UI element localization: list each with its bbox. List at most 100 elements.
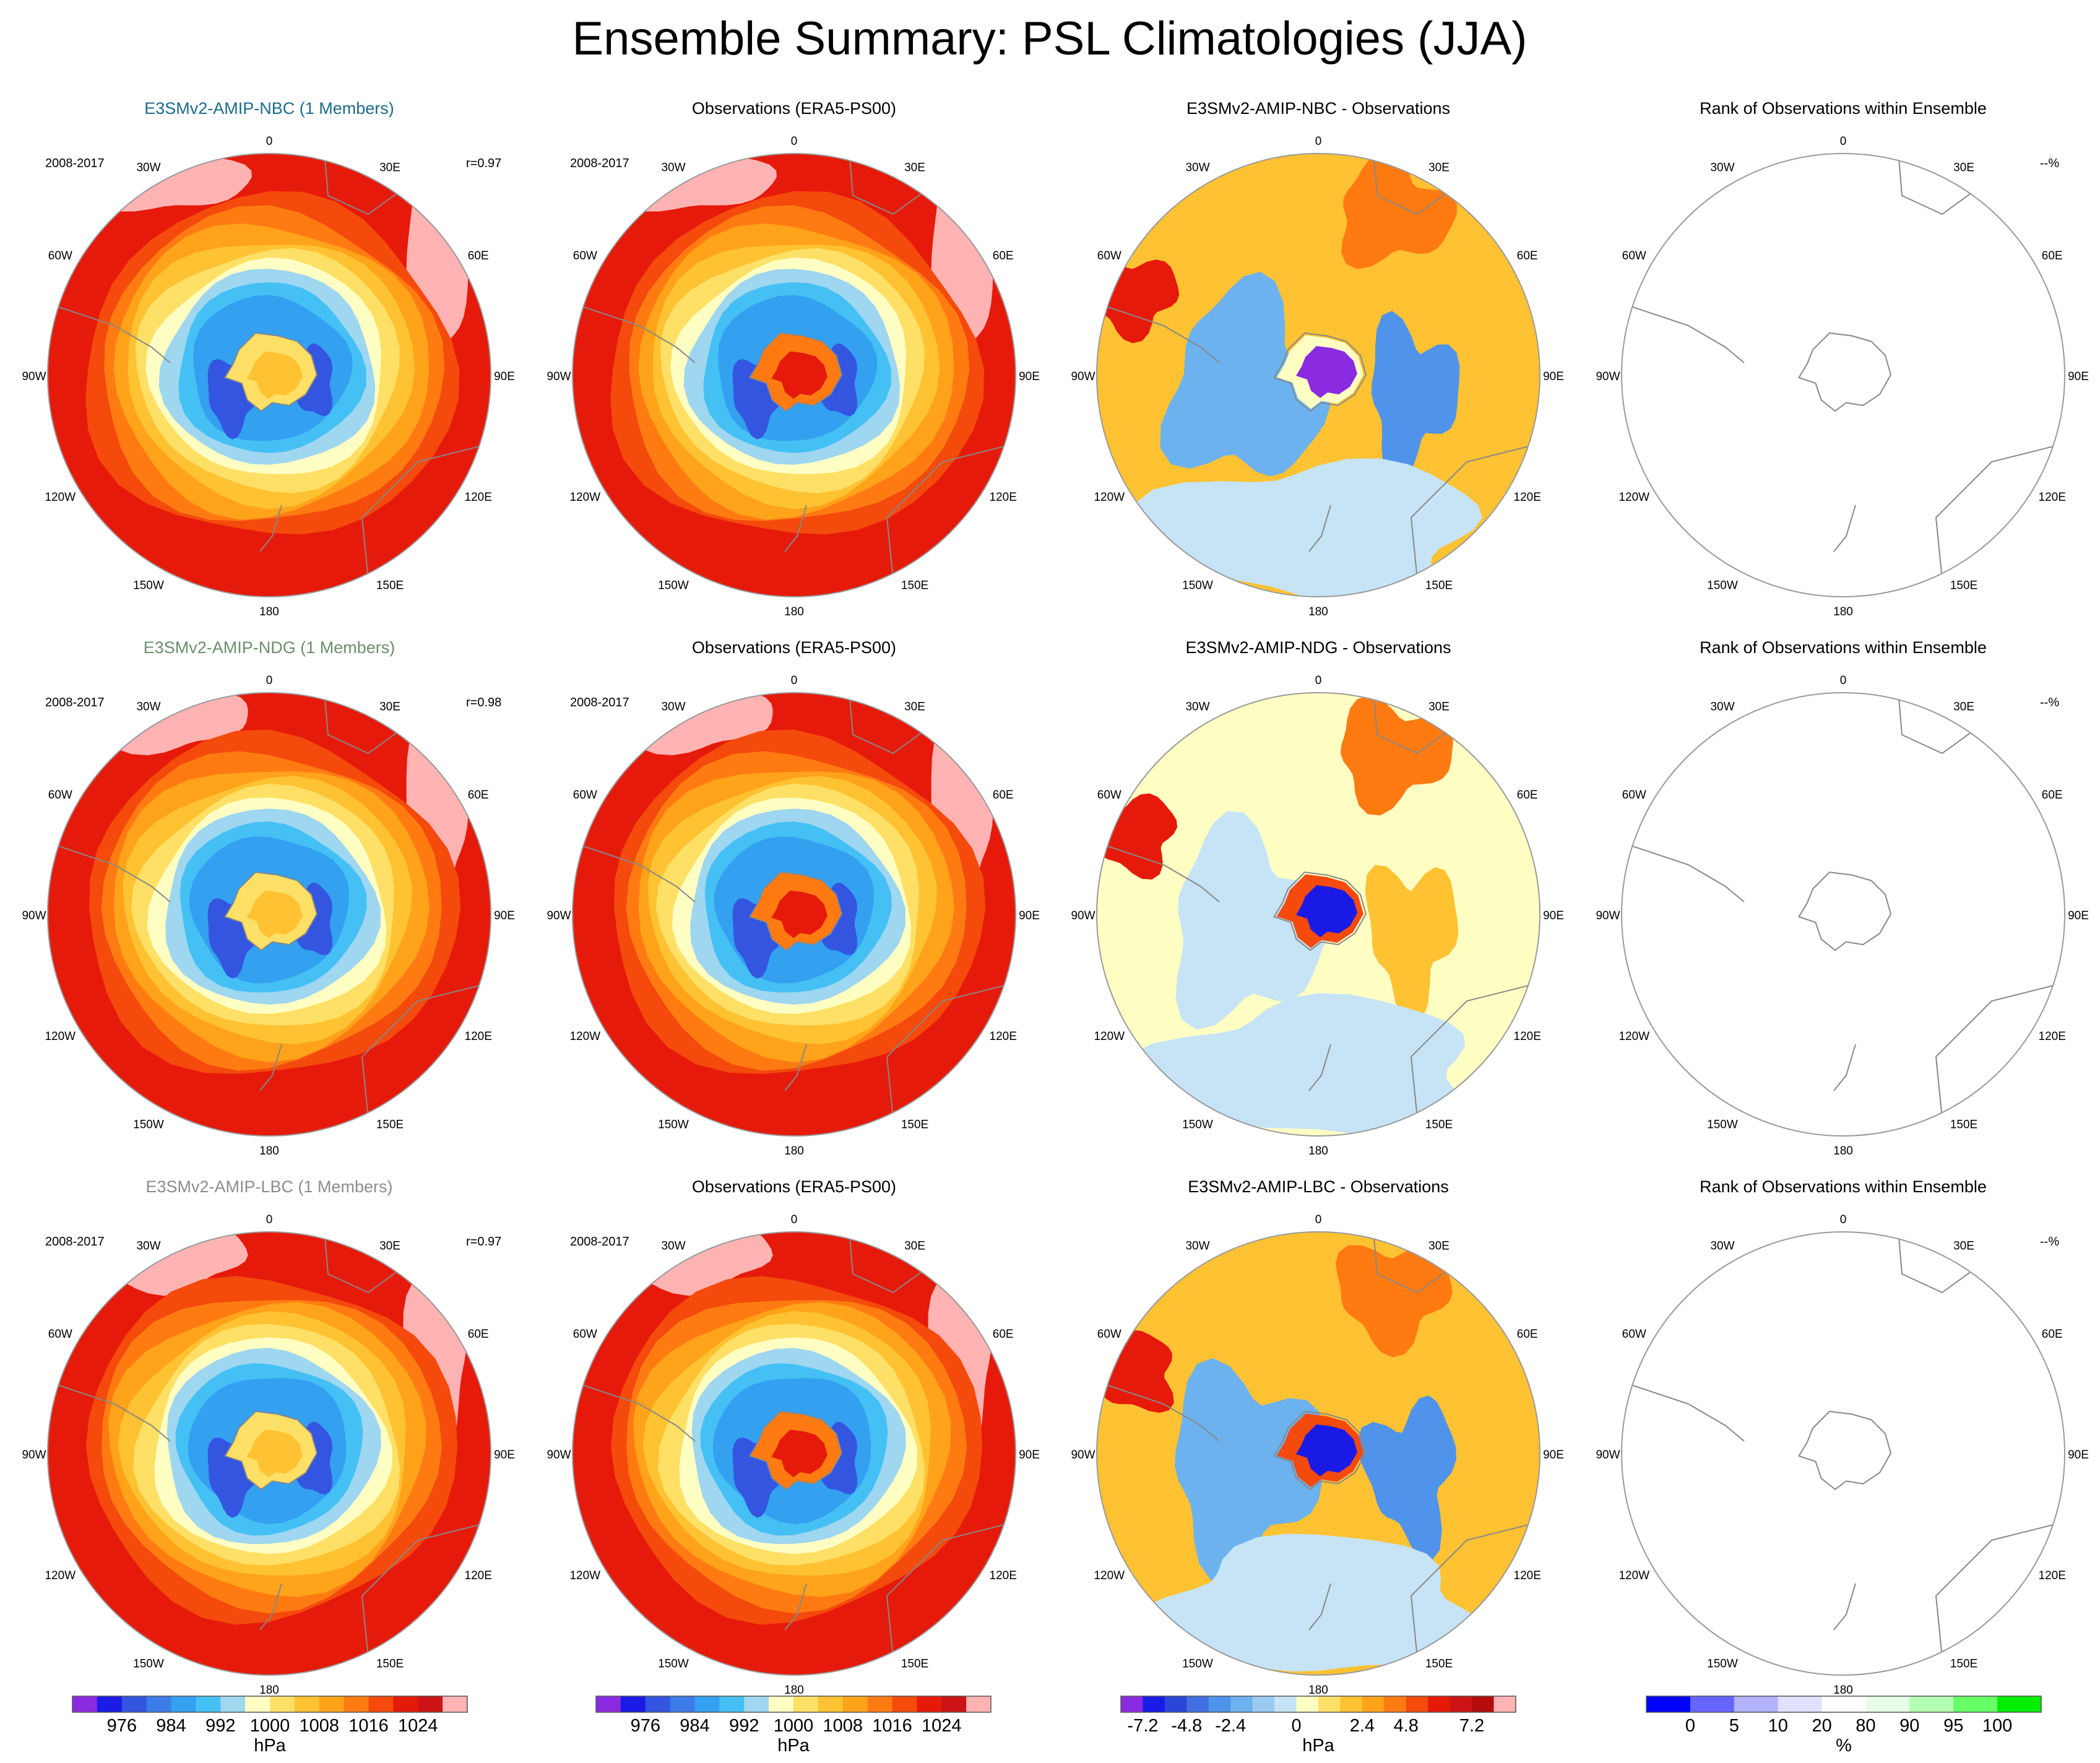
australia-outline: [1410, 982, 1540, 1119]
period-label: 2008-2017: [45, 696, 105, 709]
australia-outline: [361, 982, 491, 1119]
australia-outline: [886, 443, 1016, 580]
colorbar-swatch: [966, 1696, 992, 1712]
colorbar-tick-label: 1016: [348, 1716, 389, 1736]
longitude-label: 0: [266, 674, 273, 687]
longitude-label: 30W: [661, 1239, 685, 1252]
africa-outline: [1373, 697, 1452, 755]
antarctica-outline: [749, 332, 843, 412]
africa-outline: [324, 1236, 403, 1294]
australia-outline: [361, 1521, 491, 1658]
map-panel-ndg-3: 0 30E 60E 90E 120E 150E 180 150W 120W 90W 60W 30W E3…: [1071, 638, 1563, 1158]
longitude-label: 120E: [2039, 1030, 2066, 1043]
panel-title: Observations (ERA5-PS00): [692, 638, 896, 657]
new-zealand-outline: [1308, 505, 1331, 552]
longitude-label: 60W: [1097, 249, 1121, 262]
panel-title: E3SMv2-AMIP-LBC (1 Members): [145, 1177, 392, 1196]
colorbar-tick-label: 1024: [398, 1716, 438, 1736]
stat-label: --%: [2040, 696, 2059, 709]
africa-outline: [324, 697, 403, 755]
longitude-label: 90E: [1019, 370, 1040, 383]
colorbar-tick-label: 5: [1729, 1716, 1739, 1736]
colorbar-swatch: [1865, 1696, 1910, 1712]
longitude-label: 120E: [2039, 491, 2066, 504]
south-america-outline: [58, 1385, 171, 1442]
longitude-label: 30E: [379, 1239, 400, 1252]
map-panel-lbc-2: 0 30E 60E 90E 120E 150E 180 150W 120W 90W 60W 30W Ob…: [547, 1177, 1039, 1697]
colorbar-tick-label: 0: [1292, 1716, 1302, 1736]
antarctica-outline: [224, 1410, 318, 1491]
colorbar-tick-label: 976: [631, 1716, 660, 1736]
colorbar-tick-label: 2.4: [1350, 1716, 1375, 1736]
longitude-label: 0: [1840, 135, 1847, 148]
colorbar-swatch: [694, 1696, 720, 1712]
south-america-outline: [1107, 1385, 1220, 1442]
longitude-label: 30E: [904, 700, 925, 713]
longitude-label: 180: [1308, 1684, 1328, 1697]
antarctica-outline: [1273, 332, 1367, 412]
colorbar-swatch: [645, 1696, 671, 1712]
colorbar-swatch: [443, 1696, 468, 1712]
colorbar-tick-label: 95: [1943, 1716, 1963, 1736]
longitude-label: 60E: [993, 249, 1014, 262]
stat-label: r=0.97: [466, 157, 501, 170]
colorbar-tick-label: 1008: [300, 1716, 340, 1736]
colorbar-tick-label: 7.2: [1459, 1716, 1484, 1736]
south-america-outline: [58, 306, 171, 363]
australia-outline: [1935, 443, 2065, 580]
africa-outline: [849, 697, 928, 755]
colorbar-swatch: [72, 1696, 98, 1712]
longitude-label: 120E: [1514, 1569, 1541, 1582]
colorbar-unit: hPa: [1302, 1736, 1334, 1756]
longitude-label: 180: [259, 1684, 279, 1697]
colorbar-swatch: [818, 1696, 844, 1712]
longitude-label: 30E: [1953, 161, 1974, 174]
colorbar-swatch: [892, 1696, 917, 1712]
longitude-label: 60E: [1517, 789, 1538, 802]
colorbar-swatch: [670, 1696, 696, 1712]
colorbar-tick-label: 0: [1685, 1716, 1695, 1736]
longitude-label: 30W: [1185, 161, 1209, 174]
colorbar-swatch: [1953, 1696, 1998, 1712]
longitude-label: 60W: [573, 789, 597, 802]
colorbar-unit: hPa: [777, 1736, 810, 1756]
new-zealand-outline: [784, 1583, 807, 1631]
new-zealand-outline: [1833, 505, 1856, 552]
colorbar-swatch: [596, 1696, 621, 1712]
longitude-label: 30E: [379, 161, 400, 174]
longitude-label: 0: [1840, 1213, 1847, 1226]
longitude-label: 120W: [45, 1569, 76, 1582]
period-label: 2008-2017: [570, 157, 629, 170]
colorbar-swatch: [744, 1696, 769, 1712]
colorbar-swatch: [270, 1696, 295, 1712]
australia-outline: [361, 443, 491, 580]
longitude-label: 30E: [1953, 700, 1974, 713]
map-panel-ndg-2: 0 30E 60E 90E 120E 150E 180 150W 120W 90W 60W 30W Ob…: [547, 638, 1039, 1158]
colorbar-tick-label: 984: [156, 1716, 186, 1736]
south-america-outline: [1632, 1385, 1745, 1442]
longitude-label: 60W: [1622, 789, 1646, 802]
colorbar-swatch: [1164, 1696, 1187, 1712]
map-field: [48, 154, 491, 597]
longitude-label: 90W: [1071, 1449, 1095, 1462]
longitude-label: 60W: [48, 789, 72, 802]
colorbar-tick-label: 20: [1812, 1716, 1831, 1736]
longitude-label: 150E: [901, 579, 928, 592]
longitude-label: 60W: [573, 1328, 597, 1341]
longitude-label: 150W: [658, 1119, 689, 1132]
stat-label: r=0.97: [466, 1235, 501, 1249]
longitude-label: 150E: [901, 1119, 928, 1132]
colorbar-swatch: [1208, 1696, 1231, 1712]
map-field: [1097, 693, 1540, 1136]
longitude-label: 60W: [1622, 1328, 1646, 1341]
longitude-label: 90E: [494, 909, 515, 922]
new-zealand-outline: [1308, 1583, 1331, 1631]
longitude-label: 120W: [569, 1569, 600, 1582]
map-field: [573, 1232, 1016, 1675]
longitude-label: 60E: [2042, 789, 2063, 802]
colorbar-swatch: [1821, 1696, 1866, 1712]
colorbar-swatch: [1646, 1696, 1691, 1712]
longitude-label: 60E: [993, 789, 1014, 802]
longitude-label: 0: [266, 135, 273, 148]
africa-outline: [849, 1236, 928, 1294]
